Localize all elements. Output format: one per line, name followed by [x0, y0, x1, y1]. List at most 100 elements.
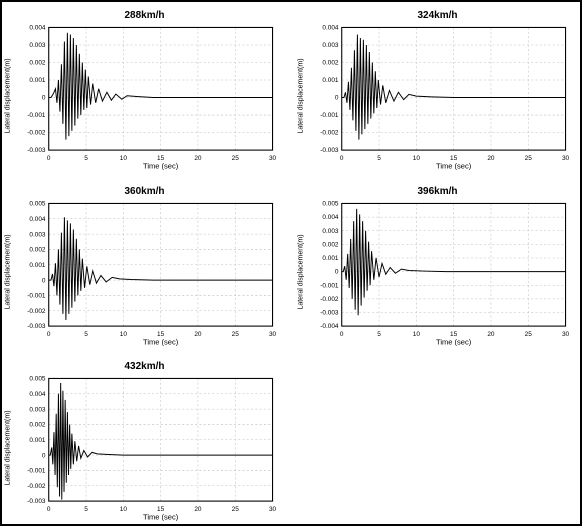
svg-text:0: 0 [335, 95, 339, 102]
svg-text:20: 20 [194, 155, 202, 162]
svg-text:0.004: 0.004 [29, 25, 46, 32]
svg-text:-0.001: -0.001 [27, 292, 46, 299]
svg-text:0.004: 0.004 [322, 25, 339, 32]
svg-text:-0.002: -0.002 [320, 130, 339, 137]
svg-text:0.001: 0.001 [322, 77, 339, 84]
svg-text:5: 5 [377, 155, 381, 162]
svg-text:0.001: 0.001 [29, 77, 46, 84]
empty-cell [303, 361, 572, 523]
svg-text:0.005: 0.005 [322, 200, 339, 207]
svg-text:0.005: 0.005 [29, 376, 46, 383]
y-axis-label: Lateral displacement(m) [298, 59, 305, 134]
svg-text:20: 20 [194, 506, 202, 513]
chart-area: Lateral displacement(m)-0.003-0.002-0.00… [10, 372, 279, 523]
y-axis-label: Lateral displacement(m) [5, 410, 12, 485]
svg-text:Time (sec): Time (sec) [436, 337, 472, 346]
chart-area: Lateral displacement(m)-0.003-0.002-0.00… [303, 21, 572, 172]
svg-text:0.001: 0.001 [29, 437, 46, 444]
svg-text:30: 30 [562, 155, 570, 162]
svg-text:-0.003: -0.003 [320, 147, 339, 154]
y-axis-label: Lateral displacement(m) [298, 234, 305, 309]
svg-text:-0.001: -0.001 [27, 468, 46, 475]
svg-text:20: 20 [487, 155, 495, 162]
svg-text:-0.002: -0.002 [27, 308, 46, 315]
chart-title: 360km/h [124, 186, 164, 197]
svg-text:10: 10 [120, 506, 128, 513]
chart-panel: 288km/hLateral displacement(m)-0.003-0.0… [10, 10, 279, 172]
svg-text:10: 10 [120, 155, 128, 162]
svg-text:5: 5 [84, 506, 88, 513]
svg-text:20: 20 [194, 330, 202, 337]
svg-text:-0.003: -0.003 [27, 147, 46, 154]
svg-text:0: 0 [47, 155, 51, 162]
svg-text:-0.002: -0.002 [27, 483, 46, 490]
chart-area: Lateral displacement(m)-0.004-0.003-0.00… [303, 197, 572, 348]
svg-text:-0.002: -0.002 [320, 296, 339, 303]
svg-text:25: 25 [525, 330, 533, 337]
svg-text:0.003: 0.003 [29, 407, 46, 414]
chart-area: Lateral displacement(m)-0.003-0.002-0.00… [10, 197, 279, 348]
svg-text:0.002: 0.002 [322, 241, 339, 248]
chart-title: 432km/h [124, 361, 164, 372]
chart-title: 324km/h [417, 10, 457, 21]
svg-text:5: 5 [84, 155, 88, 162]
svg-text:25: 25 [232, 155, 240, 162]
svg-text:0.003: 0.003 [29, 42, 46, 49]
svg-text:25: 25 [525, 155, 533, 162]
svg-text:0: 0 [335, 268, 339, 275]
svg-text:0.003: 0.003 [322, 42, 339, 49]
svg-text:-0.001: -0.001 [320, 112, 339, 119]
svg-text:20: 20 [487, 330, 495, 337]
chart-area: Lateral displacement(m)-0.003-0.002-0.00… [10, 21, 279, 172]
svg-text:0.004: 0.004 [29, 391, 46, 398]
chart-panel: 396km/hLateral displacement(m)-0.004-0.0… [303, 186, 572, 348]
svg-text:0.002: 0.002 [29, 246, 46, 253]
svg-text:0: 0 [42, 277, 46, 284]
svg-text:0.001: 0.001 [29, 262, 46, 269]
svg-text:5: 5 [377, 330, 381, 337]
y-axis-label: Lateral displacement(m) [5, 234, 12, 309]
svg-text:10: 10 [413, 155, 421, 162]
svg-text:0.004: 0.004 [29, 216, 46, 223]
svg-text:-0.003: -0.003 [27, 499, 46, 506]
svg-text:30: 30 [269, 155, 277, 162]
y-axis-label: Lateral displacement(m) [5, 59, 12, 134]
svg-text:-0.002: -0.002 [27, 130, 46, 137]
svg-text:30: 30 [562, 330, 570, 337]
chart-panel: 432km/hLateral displacement(m)-0.003-0.0… [10, 361, 279, 523]
svg-text:10: 10 [120, 330, 128, 337]
svg-text:0: 0 [47, 330, 51, 337]
svg-text:-0.004: -0.004 [320, 323, 339, 330]
svg-text:0.002: 0.002 [29, 60, 46, 67]
svg-text:0.001: 0.001 [322, 255, 339, 262]
svg-text:0: 0 [340, 330, 344, 337]
chart-panel: 324km/hLateral displacement(m)-0.003-0.0… [303, 10, 572, 172]
svg-text:0.003: 0.003 [29, 231, 46, 238]
svg-text:30: 30 [269, 330, 277, 337]
chart-panel: 360km/hLateral displacement(m)-0.003-0.0… [10, 186, 279, 348]
svg-text:0: 0 [42, 453, 46, 460]
svg-text:0: 0 [42, 95, 46, 102]
svg-text:0.002: 0.002 [29, 422, 46, 429]
svg-text:0.002: 0.002 [322, 60, 339, 67]
svg-text:25: 25 [232, 330, 240, 337]
svg-text:-0.001: -0.001 [320, 282, 339, 289]
chart-title: 288km/h [124, 10, 164, 21]
svg-text:-0.001: -0.001 [27, 112, 46, 119]
svg-text:Time (sec): Time (sec) [143, 337, 179, 346]
svg-text:Time (sec): Time (sec) [436, 161, 472, 170]
svg-text:30: 30 [269, 506, 277, 513]
svg-text:0.003: 0.003 [322, 227, 339, 234]
svg-text:10: 10 [413, 330, 421, 337]
svg-text:Time (sec): Time (sec) [143, 513, 179, 522]
svg-text:5: 5 [84, 330, 88, 337]
chart-title: 396km/h [417, 186, 457, 197]
svg-text:25: 25 [232, 506, 240, 513]
svg-text:0.005: 0.005 [29, 200, 46, 207]
svg-text:-0.003: -0.003 [27, 323, 46, 330]
svg-text:0: 0 [47, 506, 51, 513]
chart-grid: 288km/h Lateral displacement(m) -0.003 -0.0… [10, 10, 572, 516]
svg-text:0.004: 0.004 [322, 214, 339, 221]
svg-text:Time (sec): Time (sec) [143, 161, 179, 170]
svg-text:-0.003: -0.003 [320, 309, 339, 316]
